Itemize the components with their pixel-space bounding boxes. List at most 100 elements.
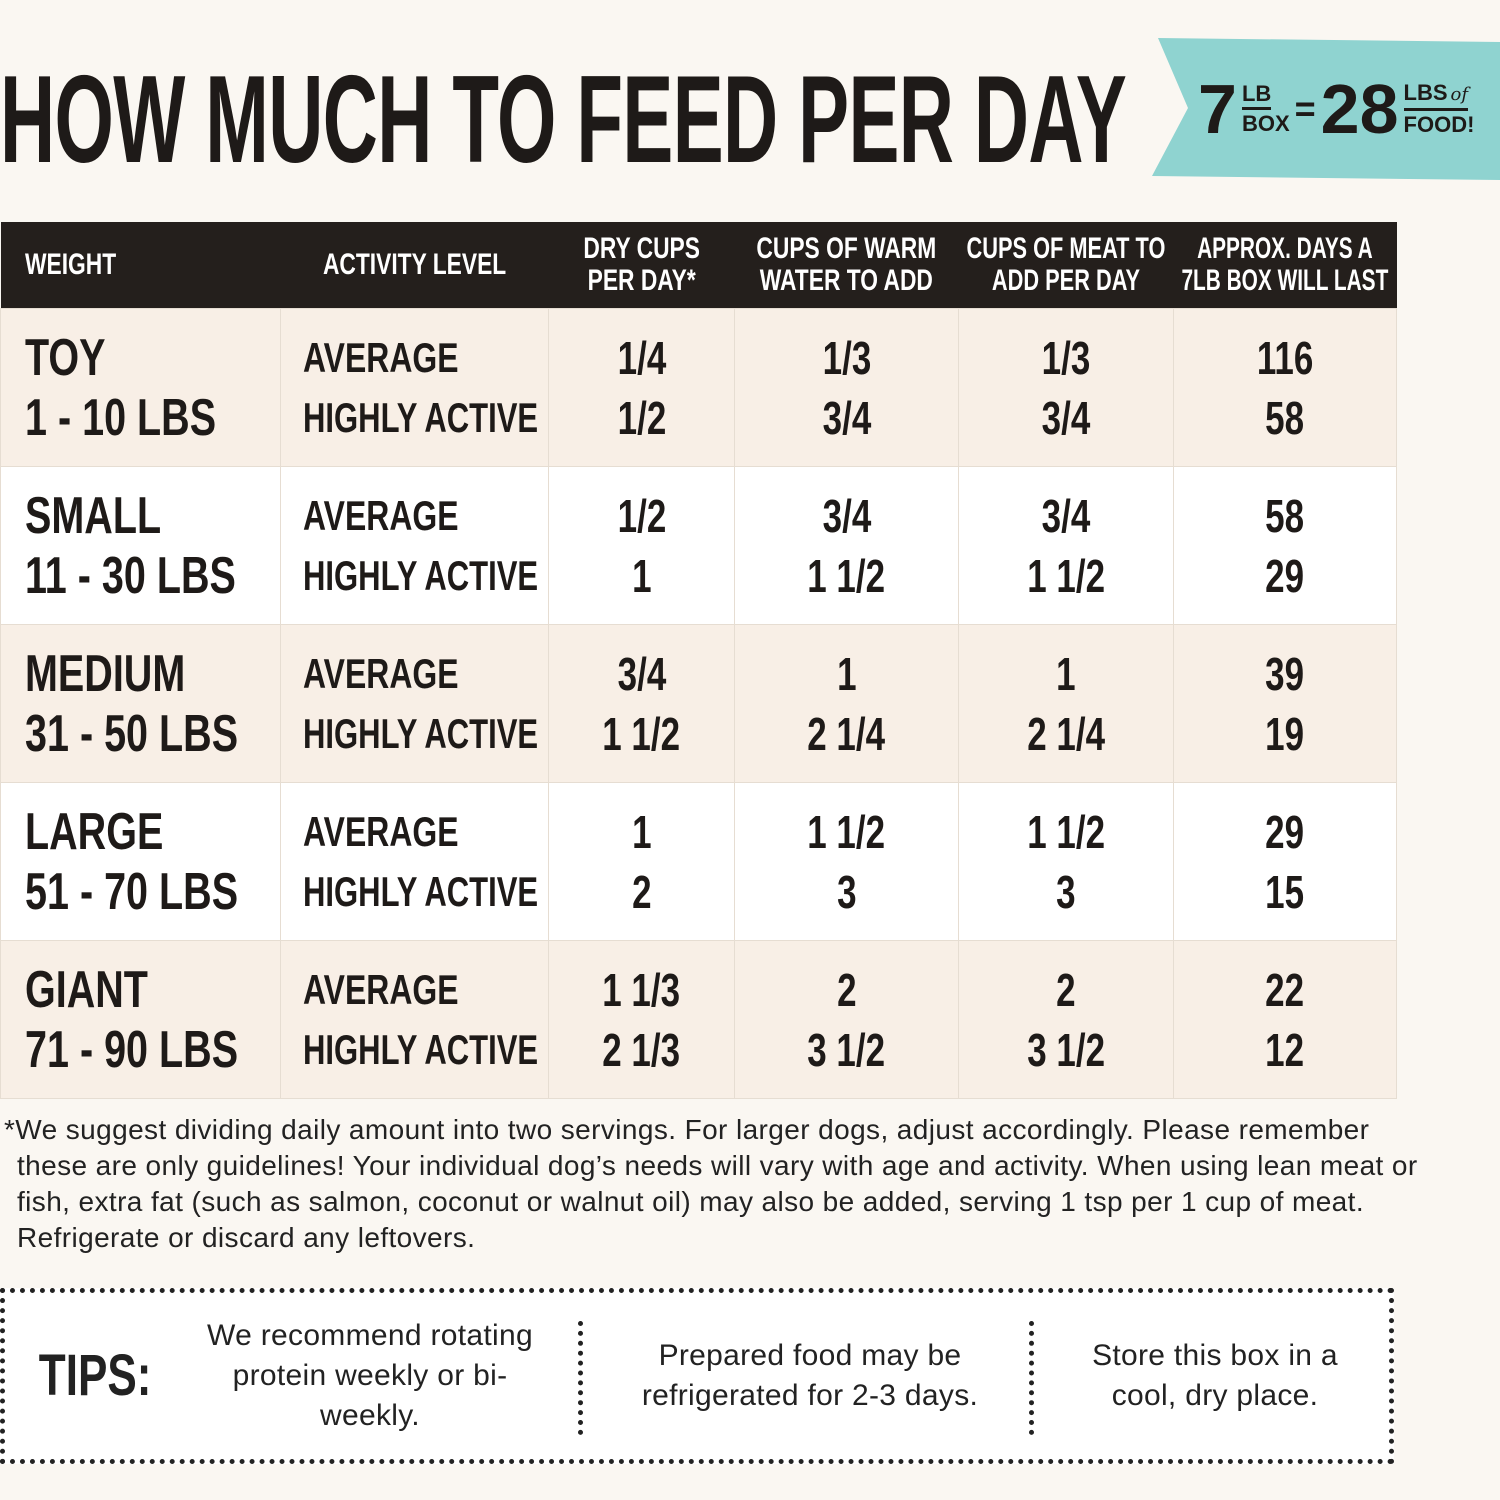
cell-text: 1 1/2 (1027, 805, 1105, 858)
table-row: SMALL 11 - 30 LBS AVERAGE HIGHLY ACTIVE 1/2 1… (0, 466, 1397, 625)
title-area: HOW MUCH TO FEED PER DAY (0, 58, 1130, 188)
cell-text: 3 1/2 (807, 1023, 886, 1076)
cell-text: 2 1/4 (807, 707, 886, 760)
table-cell: 116 58 (1173, 308, 1397, 467)
cell-text: TOY (25, 328, 106, 387)
cell-text: 1/3 (822, 331, 871, 384)
footnote: *We suggest dividing daily amount into t… (0, 1112, 1420, 1256)
table-cell: LARGE 51 - 70 LBS (0, 782, 281, 941)
cell-text: HIGHLY ACTIVE (303, 867, 539, 915)
badge-unit-food: FOOD! (1403, 112, 1475, 137)
cell-text: 1 1/2 (807, 549, 886, 602)
table-row: LARGE 51 - 70 LBS AVERAGE HIGHLY ACTIVE 1 2 1 … (0, 782, 1397, 941)
badge-script-of: of (1450, 84, 1469, 105)
table-row: GIANT 71 - 90 LBS AVERAGE HIGHLY ACTIVE 1 1/… (0, 940, 1397, 1099)
column-header-text: DRY CUPS PER DAY* (583, 232, 700, 297)
table-cell: 1/3 3/4 (958, 308, 1174, 467)
cell-text: 1 1/2 (1027, 549, 1105, 602)
table-cell: 1 1/2 3 (734, 782, 959, 941)
cell-text: 29 (1265, 549, 1305, 602)
tip-2: Prepared food may be refrigerated for 2-… (641, 1339, 979, 1412)
table-cell: 2 3 1/2 (958, 940, 1174, 1099)
table-cell: AVERAGE HIGHLY ACTIVE (280, 782, 549, 941)
box-yield-badge: 7 LB BOX = 28 LBS of FOOD! (1152, 38, 1500, 180)
cell-text: LARGE (25, 802, 164, 861)
table-cell: 3/4 1 1/2 (548, 624, 735, 783)
cell-text: SMALL (25, 486, 162, 545)
feeding-table: WEIGHT ACTIVITY LEVEL DRY CUPS PER DAY* CUP… (0, 222, 1397, 1099)
cell-text: GIANT (25, 960, 148, 1019)
table-cell: AVERAGE HIGHLY ACTIVE (280, 624, 549, 783)
cell-text: 1 1/2 (602, 707, 681, 760)
table-cell: 2 3 1/2 (734, 940, 959, 1099)
cell-text: 1/4 (617, 331, 666, 384)
cell-text: 29 (1265, 805, 1305, 858)
divider (578, 1321, 583, 1435)
cell-text: 1 (836, 647, 857, 700)
table-cell: AVERAGE HIGHLY ACTIVE (280, 940, 549, 1099)
cell-text: AVERAGE (303, 491, 459, 539)
table-cell: 29 15 (1173, 782, 1397, 941)
column-header-text: WEIGHT (24, 248, 116, 281)
cell-text: 3 (1056, 865, 1076, 918)
cell-text: MEDIUM (25, 644, 186, 703)
cell-text: AVERAGE (303, 807, 459, 855)
cell-text: 1 - 10 LBS (25, 388, 217, 447)
table-cell: 39 19 (1173, 624, 1397, 783)
table-cell: MEDIUM 31 - 50 LBS (0, 624, 281, 783)
divider (1029, 1321, 1034, 1435)
table-cell: 58 29 (1173, 466, 1397, 625)
ribbon-shape (1152, 38, 1500, 180)
table-header-row: WEIGHT ACTIVITY LEVEL DRY CUPS PER DAY* CUP… (0, 222, 1397, 309)
cell-text: HIGHLY ACTIVE (303, 709, 539, 757)
cell-text: 1 (1056, 647, 1076, 700)
cell-text: 19 (1265, 707, 1305, 760)
cell-text: 11 - 30 LBS (25, 546, 236, 605)
table-cell: SMALL 11 - 30 LBS (0, 466, 281, 625)
cell-text: 71 - 90 LBS (25, 1020, 239, 1079)
badge-number-28: 28 (1320, 70, 1399, 148)
cell-text: HIGHLY ACTIVE (303, 393, 539, 441)
footnote-text: *We suggest dividing daily amount into t… (4, 1114, 1418, 1253)
cell-text: 116 (1256, 331, 1314, 384)
cell-text: AVERAGE (303, 965, 459, 1013)
cell-text: 3/4 (822, 391, 871, 444)
column-header: ACTIVITY LEVEL (280, 222, 549, 309)
cell-text: HIGHLY ACTIVE (303, 1025, 539, 1073)
column-header-text: APPROX. DAYS A 7LB BOX WILL LAST (1181, 232, 1389, 297)
column-header: CUPS OF MEAT TO ADD PER DAY (958, 222, 1174, 309)
table-row: TOY 1 - 10 LBS AVERAGE HIGHLY ACTIVE 1/4 1/2 1… (0, 308, 1397, 467)
cell-text: 3/4 (1041, 391, 1091, 444)
table-cell: AVERAGE HIGHLY ACTIVE (280, 466, 549, 625)
cell-text: 3/4 (1041, 489, 1091, 542)
table-cell: TOY 1 - 10 LBS (0, 308, 281, 467)
badge-equals: = (1294, 88, 1316, 129)
badge-unit-box: BOX (1241, 111, 1290, 136)
table-cell: GIANT 71 - 90 LBS (0, 940, 281, 1099)
column-header-text: CUPS OF MEAT TO ADD PER DAY (966, 232, 1166, 297)
cell-text: 1 1/2 (807, 805, 886, 858)
cell-text: 31 - 50 LBS (25, 704, 239, 763)
cell-text: 3 1/2 (1027, 1023, 1105, 1076)
table-cell: 3/4 1 1/2 (958, 466, 1174, 625)
table-cell: 1/4 1/2 (548, 308, 735, 467)
cell-text: 58 (1265, 489, 1305, 542)
page-title: HOW MUCH TO FEED PER DAY (0, 51, 1127, 189)
cell-text: 2 (1056, 963, 1076, 1016)
table-cell: AVERAGE HIGHLY ACTIVE (280, 308, 549, 467)
cell-text: 12 (1265, 1023, 1305, 1076)
tips-label: TIPS: (38, 1343, 152, 1408)
cell-text: 2 1/4 (1027, 707, 1105, 760)
cell-text: 2 (836, 963, 857, 1016)
cell-text: 1/2 (617, 489, 666, 542)
cell-text: 51 - 70 LBS (25, 862, 239, 921)
cell-text: 3/4 (617, 647, 666, 700)
column-header: DRY CUPS PER DAY* (548, 222, 735, 309)
cell-text: 1 1/3 (602, 963, 681, 1016)
table-row: MEDIUM 31 - 50 LBS AVERAGE HIGHLY ACTIVE 3/4… (0, 624, 1397, 783)
cell-text: 2 (631, 865, 652, 918)
cell-text: 3/4 (822, 489, 871, 542)
cell-text: 1/2 (617, 391, 666, 444)
table-cell: 1 2 1/4 (958, 624, 1174, 783)
tip-1: We recommend rotating protein weekly or … (207, 1319, 533, 1432)
